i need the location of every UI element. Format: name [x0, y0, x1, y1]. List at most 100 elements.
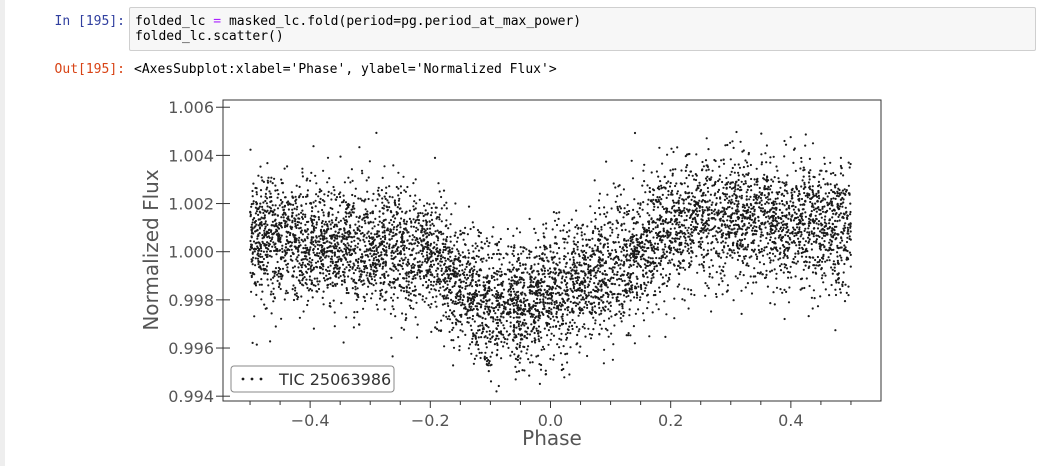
data-point — [351, 266, 354, 269]
data-point — [271, 220, 274, 223]
data-point — [562, 345, 565, 348]
data-point — [680, 253, 683, 256]
data-point — [478, 269, 481, 272]
data-point — [315, 193, 318, 196]
data-point — [325, 250, 329, 253]
data-point — [393, 201, 396, 204]
data-point — [468, 305, 471, 308]
data-point — [650, 280, 653, 283]
data-point — [375, 249, 378, 252]
data-point — [758, 191, 761, 194]
data-point — [760, 203, 763, 206]
data-point — [537, 285, 540, 288]
data-point — [787, 276, 790, 279]
data-point — [673, 227, 676, 230]
data-point — [615, 219, 618, 222]
data-point — [626, 272, 630, 275]
data-point — [250, 235, 253, 238]
data-point — [384, 263, 387, 266]
data-point — [625, 239, 628, 242]
data-point — [804, 240, 808, 243]
data-point — [317, 254, 320, 258]
data-point — [364, 254, 367, 257]
data-point — [794, 252, 797, 255]
data-point — [454, 231, 457, 234]
data-point — [327, 212, 330, 216]
data-point — [318, 188, 321, 191]
data-point — [615, 227, 618, 230]
data-point — [698, 263, 701, 266]
data-point — [341, 250, 344, 253]
data-point — [767, 198, 770, 201]
data-point — [321, 208, 324, 212]
data-point — [780, 221, 783, 224]
data-point — [271, 182, 274, 185]
data-point — [497, 337, 500, 340]
data-point — [453, 273, 456, 276]
data-point — [375, 235, 379, 238]
data-point — [316, 260, 320, 263]
code-cell-editor[interactable]: folded_lc = masked_lc.fold(period=pg.per… — [129, 7, 1036, 51]
data-point — [838, 192, 841, 195]
data-point — [490, 276, 493, 280]
data-point — [847, 232, 850, 235]
data-point — [279, 236, 282, 239]
data-point — [341, 233, 344, 236]
data-point — [824, 215, 827, 218]
data-point — [701, 206, 704, 209]
data-point — [369, 249, 373, 252]
data-point — [292, 203, 295, 206]
data-point — [524, 294, 527, 297]
data-point — [601, 306, 604, 309]
data-point — [261, 205, 264, 208]
data-point — [587, 263, 590, 267]
data-point — [366, 271, 369, 274]
data-point — [365, 267, 369, 270]
data-point — [638, 215, 642, 218]
data-point — [410, 220, 413, 223]
data-point — [342, 194, 345, 197]
data-point — [488, 299, 491, 302]
data-point — [368, 160, 371, 163]
data-point — [807, 227, 810, 230]
data-point — [489, 364, 492, 367]
data-point — [561, 292, 564, 295]
data-point — [292, 275, 295, 278]
data-point — [781, 291, 784, 294]
data-point — [586, 303, 589, 307]
data-point — [392, 220, 395, 223]
data-point — [391, 196, 394, 199]
data-point — [831, 229, 834, 232]
data-point — [435, 259, 438, 262]
data-point — [260, 249, 263, 253]
data-point — [615, 298, 618, 301]
data-point — [744, 255, 747, 258]
data-point — [640, 233, 643, 236]
data-point — [594, 227, 597, 230]
data-point — [831, 272, 834, 275]
data-point — [686, 242, 689, 245]
data-point — [808, 231, 811, 234]
data-point — [454, 300, 457, 303]
data-point — [274, 184, 277, 187]
data-point — [715, 271, 718, 274]
data-point — [734, 235, 737, 238]
data-point — [775, 165, 778, 168]
data-point — [662, 186, 666, 189]
data-point — [512, 266, 515, 269]
data-point — [684, 236, 687, 239]
data-point — [767, 179, 770, 182]
data-point — [463, 232, 466, 235]
data-point — [537, 319, 540, 322]
data-point — [396, 212, 399, 215]
data-point — [530, 266, 533, 269]
data-point — [415, 336, 419, 339]
data-point — [518, 328, 521, 331]
data-point — [339, 195, 342, 199]
data-point — [449, 240, 452, 243]
data-point — [723, 274, 726, 277]
data-point — [675, 201, 678, 204]
data-point — [701, 240, 704, 243]
data-point — [787, 228, 790, 232]
data-point — [432, 202, 435, 205]
